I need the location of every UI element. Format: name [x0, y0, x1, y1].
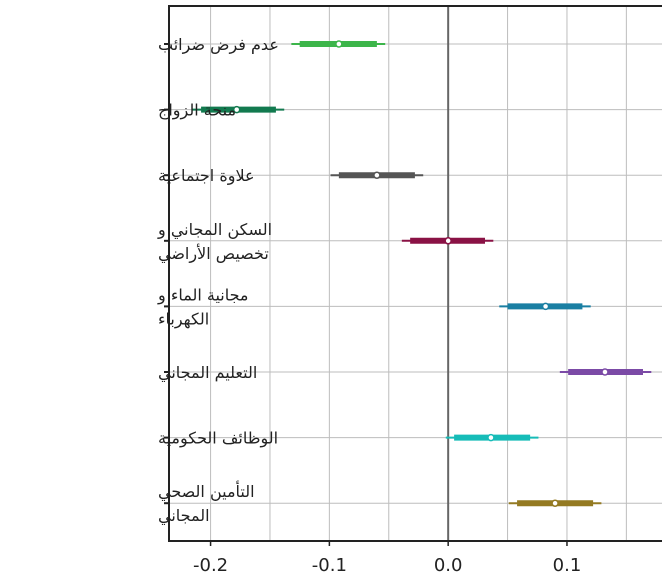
interval-row — [499, 302, 591, 311]
y-axis-labels: عدم فرض ضرائب منحة الزواج علاوة اجتماعية ال… — [157, 35, 279, 526]
grid-lines — [169, 6, 662, 541]
interval-row — [559, 368, 652, 376]
y-axis-label: السكن المجاني و — [157, 220, 272, 240]
plot-frame — [168, 5, 662, 542]
point-estimate — [551, 499, 559, 507]
interval-row — [508, 499, 602, 507]
interval-row — [291, 40, 386, 48]
x-tick-label: -0.2 — [193, 555, 228, 576]
interval-row — [330, 171, 424, 179]
x-axis-labels: -0.2 -0.1 0.0 0.1 — [193, 541, 581, 576]
interval-row — [401, 237, 494, 245]
point-estimate — [335, 40, 343, 48]
point-estimate — [232, 105, 241, 114]
point-estimate — [601, 368, 609, 376]
x-tick-label: 0.0 — [434, 555, 463, 576]
y-axis-label: علاوة اجتماعية — [158, 166, 255, 186]
x-tick-label: 0.1 — [553, 555, 582, 576]
point-estimate — [444, 237, 452, 245]
y-axis-label: تخصيص الأراضي — [158, 243, 269, 264]
y-axis-label: التأمين الصحي — [158, 480, 255, 502]
point-estimate — [541, 302, 550, 311]
y-axis-label: منحة الزواج — [158, 101, 236, 121]
y-axis-label: مجانية الماء و — [157, 285, 249, 305]
point-estimate — [487, 433, 495, 442]
y-axis-ticks — [164, 43, 169, 505]
interval-row — [191, 105, 285, 114]
interval-row — [445, 433, 539, 442]
y-axis-label: الكهرباء — [158, 309, 209, 329]
x-tick-label: -0.1 — [312, 555, 347, 576]
y-axis-label: عدم فرض ضرائب — [158, 35, 279, 55]
y-axis-label: التعليم المجاني — [158, 363, 257, 383]
y-axis-label: الوظائف الحكومية — [158, 429, 278, 449]
point-estimate — [373, 171, 381, 179]
interval-marks — [191, 40, 652, 507]
y-axis-label: المجاني — [158, 506, 210, 526]
